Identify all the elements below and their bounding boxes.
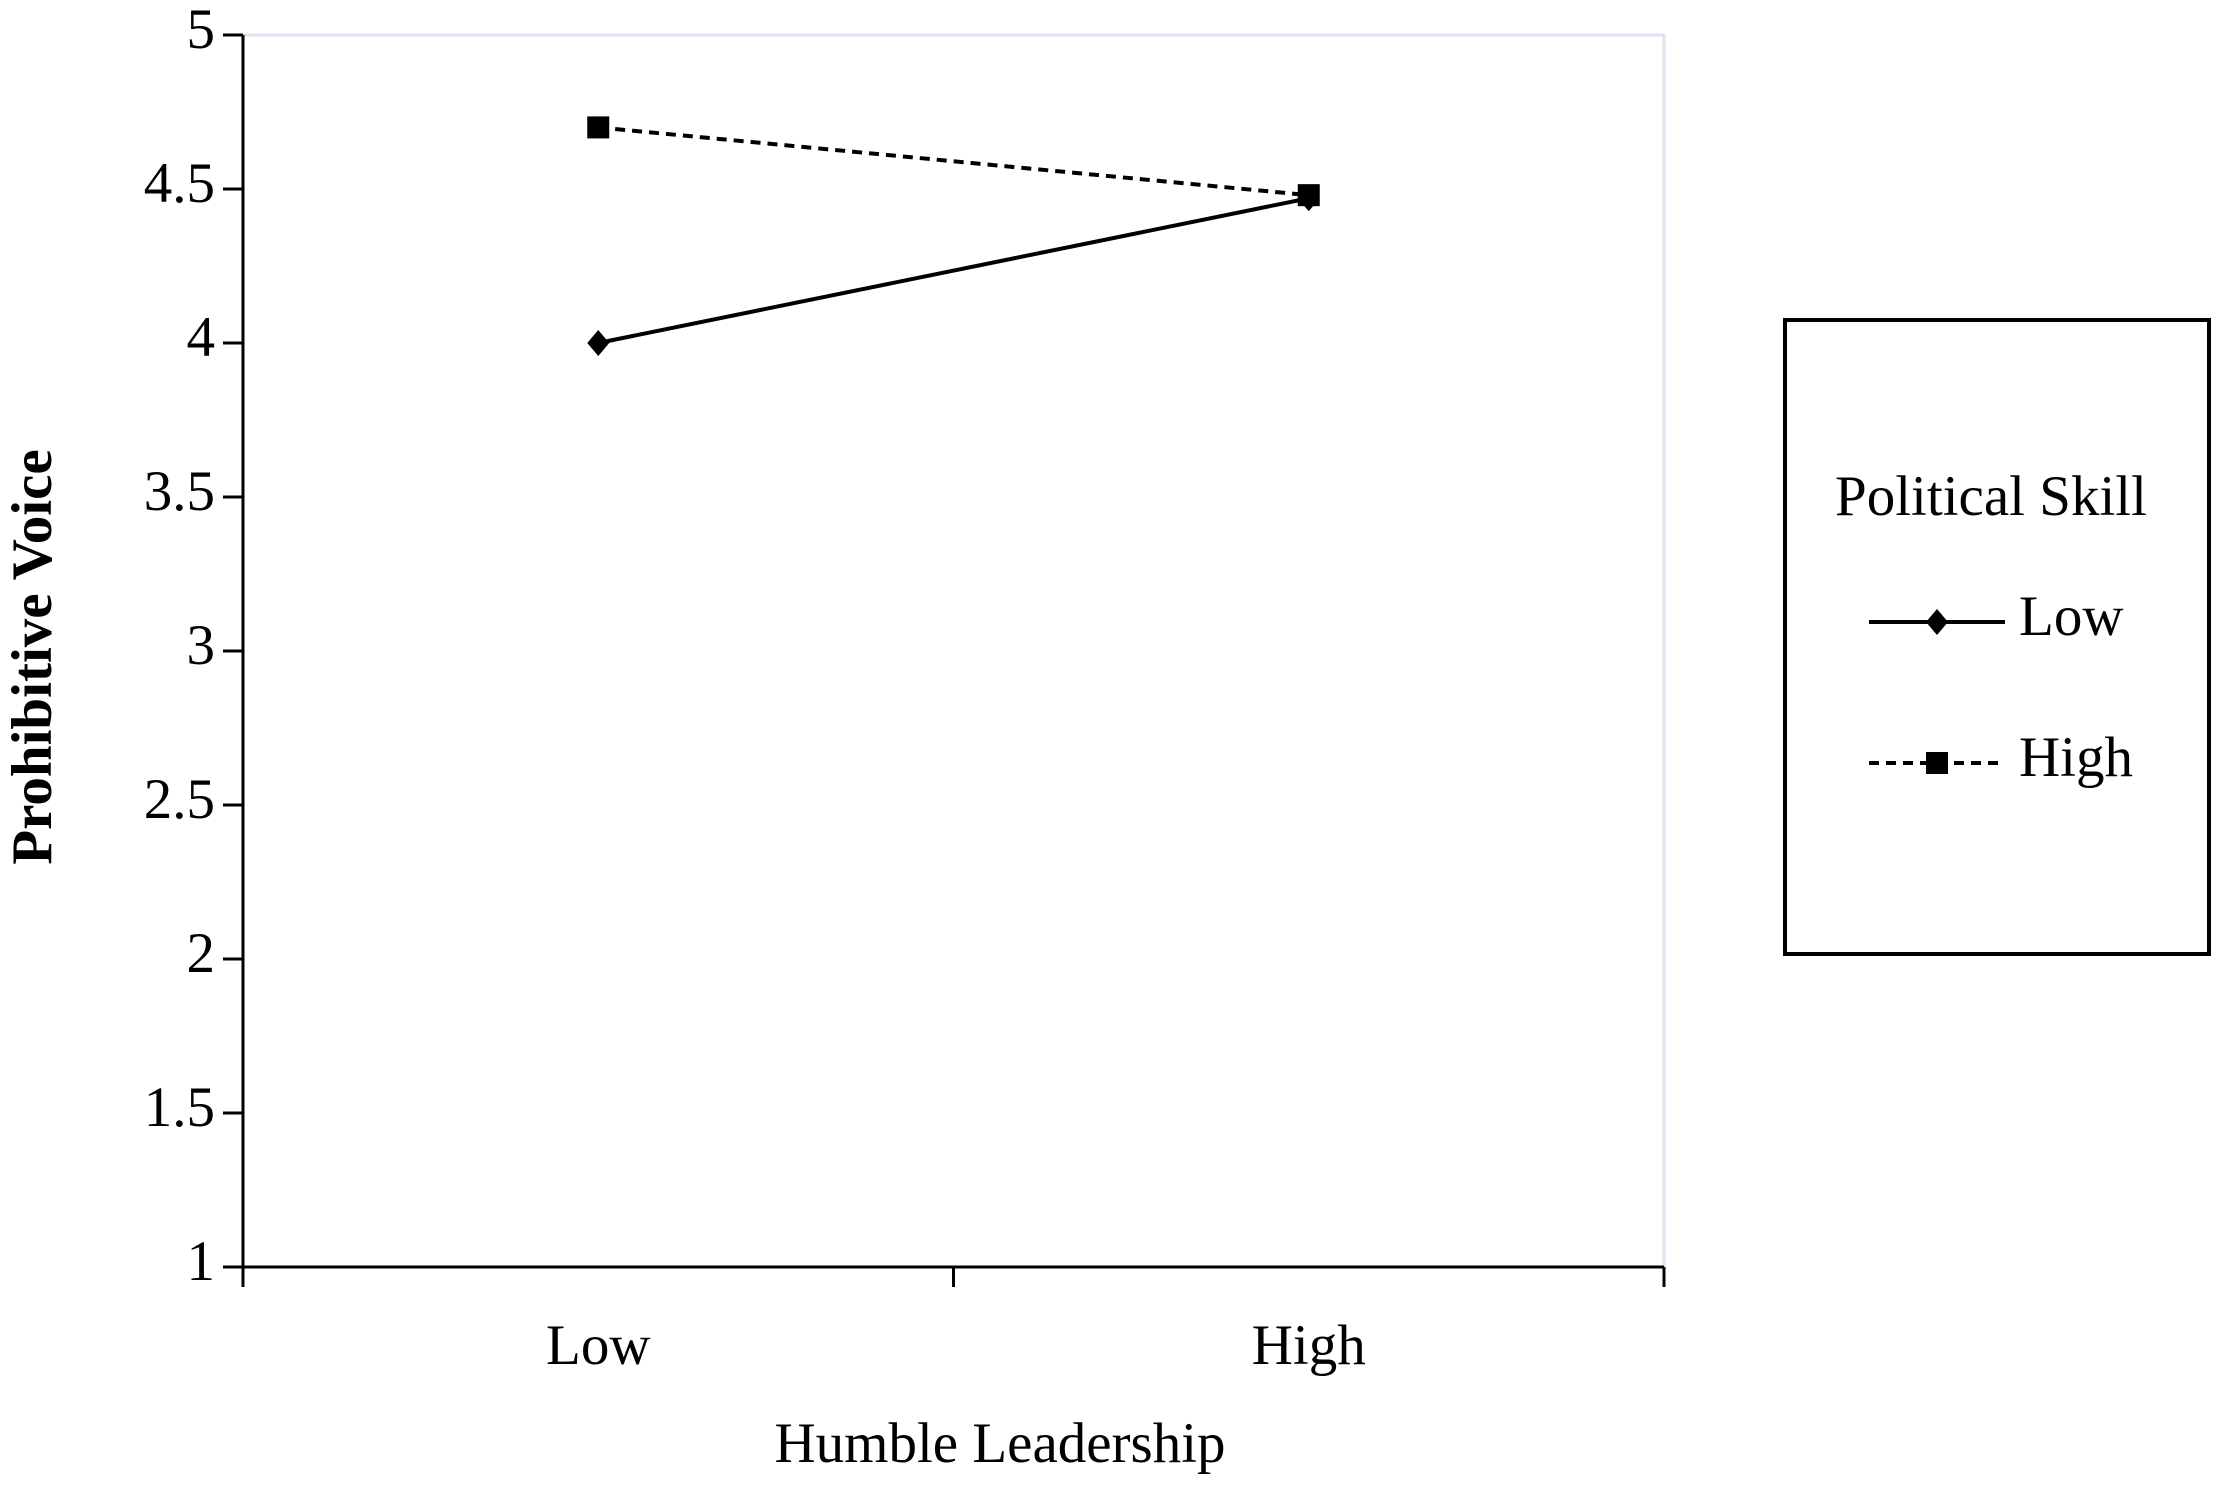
- legend-box: [1783, 318, 2211, 956]
- x-tick-label: Low: [546, 1314, 650, 1377]
- y-tick-label: 1: [187, 1230, 216, 1293]
- y-axis-label: Prohibitive Voice: [1, 449, 64, 864]
- y-tick-label: 1.5: [144, 1076, 215, 1139]
- data-point: [587, 116, 610, 139]
- x-tick-label: High: [1252, 1314, 1366, 1377]
- y-tick-label: 3: [187, 614, 216, 677]
- data-point: [1297, 184, 1320, 207]
- legend-title: Political Skill: [1835, 465, 2147, 528]
- legend-label: High: [2019, 726, 2133, 789]
- data-point: [587, 330, 610, 356]
- x-axis-label: Humble Leadership: [774, 1412, 1225, 1475]
- y-tick-label: 5: [187, 0, 216, 61]
- legend-label: Low: [2019, 585, 2123, 648]
- y-tick-label: 4.5: [144, 152, 215, 215]
- legend-marker: [1926, 609, 1948, 635]
- y-tick-label: 4: [187, 306, 216, 369]
- series-line: [597, 196, 1310, 345]
- y-tick-label: 2: [187, 922, 216, 985]
- y-tick-label: 3.5: [144, 460, 215, 523]
- legend-marker: [1926, 752, 1948, 774]
- plot-area: [241, 33, 1666, 1269]
- y-tick-label: 2.5: [144, 768, 215, 831]
